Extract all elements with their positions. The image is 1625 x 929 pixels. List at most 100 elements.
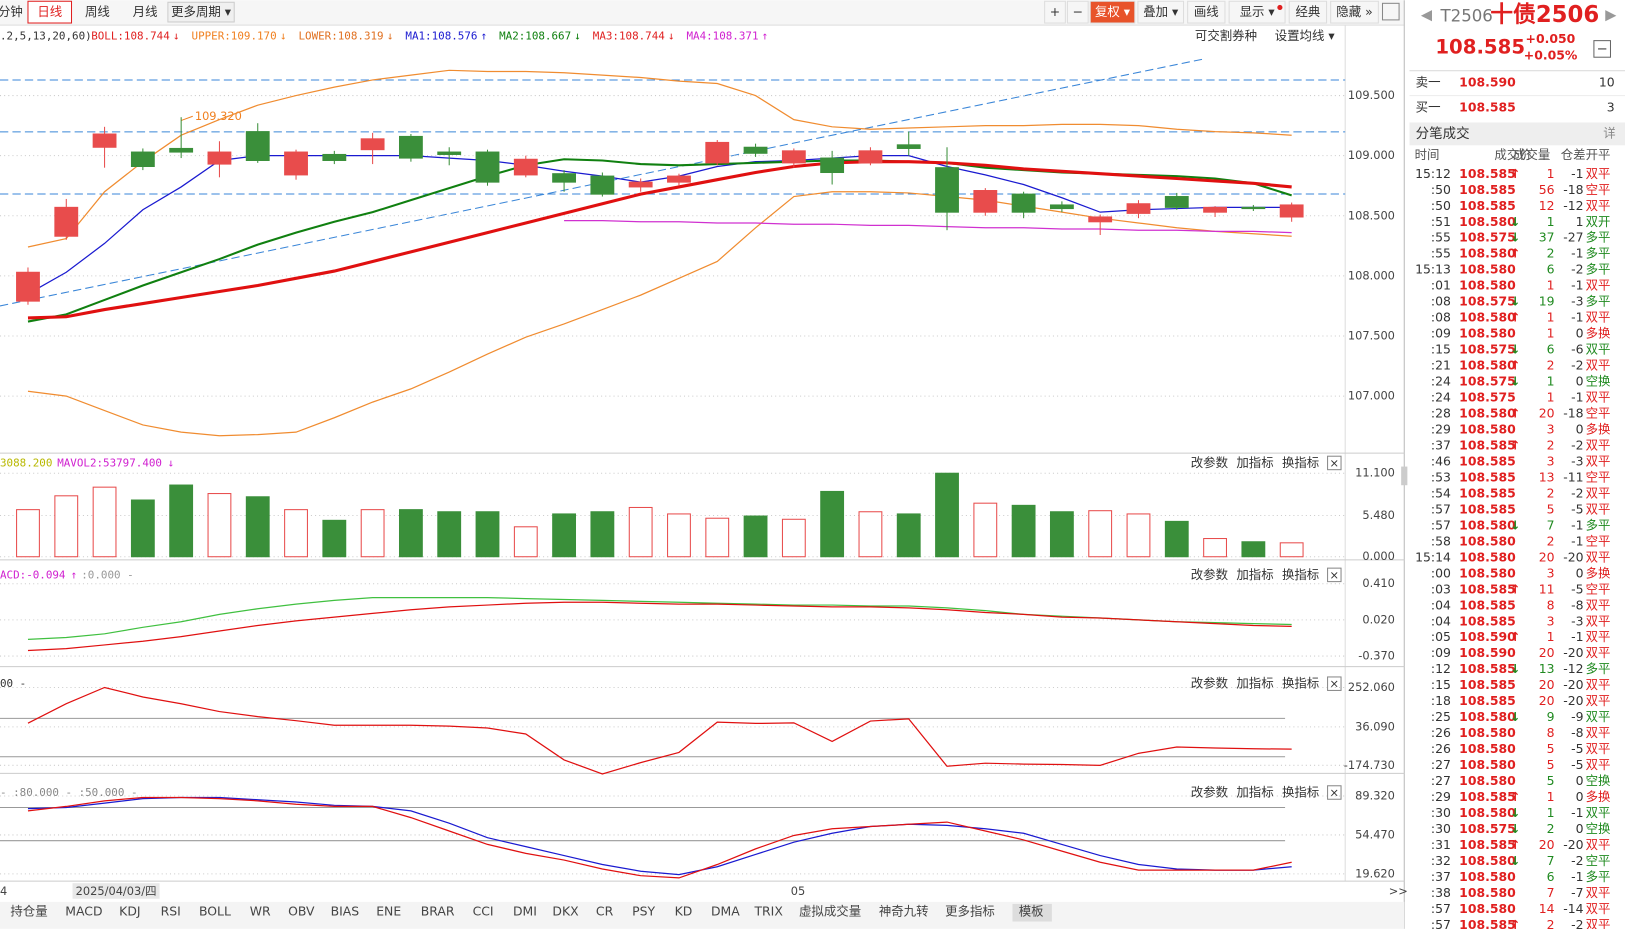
panel-close[interactable]: × bbox=[1330, 786, 1340, 800]
button[interactable]: 设置均线 ▾ bbox=[1275, 28, 1336, 43]
panel-button[interactable]: 换指标 bbox=[1282, 455, 1319, 470]
candle-body bbox=[1126, 203, 1151, 214]
tool-button[interactable]: 显示 ▾ bbox=[1240, 4, 1276, 19]
tool-button[interactable]: 隐藏 » bbox=[1336, 4, 1372, 19]
trade-oi-diff: -1 bbox=[1571, 278, 1583, 293]
candle-body bbox=[628, 181, 653, 188]
panel-close[interactable]: × bbox=[1330, 677, 1340, 691]
candle-body bbox=[1203, 206, 1227, 213]
indicator-tab[interactable]: WR bbox=[250, 904, 271, 919]
prev-icon[interactable]: ◀ bbox=[1421, 8, 1433, 24]
panel-button[interactable]: 加指标 bbox=[1236, 785, 1273, 800]
indicator-tab[interactable]: BIAS bbox=[331, 904, 360, 919]
panel-button[interactable]: 改参数 bbox=[1191, 785, 1229, 800]
period-tab[interactable]: 周线 bbox=[85, 4, 110, 19]
trade-time: 15:12 bbox=[1415, 166, 1451, 181]
indicator-tab[interactable]: CR bbox=[596, 904, 614, 919]
trade-volume: 7 bbox=[1547, 885, 1555, 900]
tool-button[interactable]: − bbox=[1073, 4, 1083, 19]
trade-type: 双平 bbox=[1586, 613, 1611, 628]
trade-type: 多平 bbox=[1586, 262, 1611, 277]
panel-button[interactable]: 改参数 bbox=[1191, 676, 1229, 691]
panel-button[interactable]: 加指标 bbox=[1236, 455, 1273, 470]
detail-button[interactable]: 详 bbox=[1603, 125, 1615, 140]
trade-type: 双平 bbox=[1586, 693, 1611, 708]
indicator-tab[interactable]: DMA bbox=[711, 904, 740, 919]
trade-type: 多平 bbox=[1586, 246, 1611, 261]
tool-button[interactable]: 复权 ▾ bbox=[1095, 4, 1131, 19]
panel-button[interactable]: 换指标 bbox=[1282, 567, 1319, 582]
indicator-tab[interactable]: RSI bbox=[161, 904, 181, 919]
indicator-tab[interactable]: 更多指标 bbox=[945, 904, 995, 919]
trade-oi-diff: 0 bbox=[1576, 565, 1584, 580]
indicator-tab[interactable]: KD bbox=[675, 904, 693, 919]
trade-volume: 20 bbox=[1539, 406, 1555, 421]
indicator-tab[interactable]: TRIX bbox=[753, 904, 783, 919]
volume-bar bbox=[360, 509, 385, 558]
scroll-more[interactable]: >> bbox=[1389, 884, 1408, 898]
trade-arrow: ↓ bbox=[1510, 805, 1520, 820]
indicator-tab[interactable]: ENE bbox=[376, 904, 401, 919]
indicator-tab[interactable]: BRAR bbox=[421, 904, 455, 919]
trade-type: 双平 bbox=[1586, 358, 1611, 373]
trade-volume: 6 bbox=[1547, 342, 1555, 357]
indicator-tab[interactable]: PSY bbox=[632, 904, 655, 919]
tool-button[interactable]: 画线 bbox=[1194, 4, 1219, 19]
trade-oi-diff: -8 bbox=[1571, 597, 1583, 612]
panel-close[interactable]: × bbox=[1330, 568, 1340, 582]
indicator-tab[interactable]: DMI bbox=[513, 904, 537, 919]
indicator-tab[interactable]: BOLL bbox=[199, 904, 231, 919]
last-price: 108.585 bbox=[1435, 35, 1525, 58]
trade-time: :12 bbox=[1431, 661, 1451, 676]
trade-type: 空换 bbox=[1586, 821, 1611, 836]
panel-button[interactable]: 改参数 bbox=[1191, 567, 1229, 582]
volume-bar bbox=[705, 517, 730, 558]
trade-type: 双平 bbox=[1586, 885, 1611, 900]
indicator-tab[interactable]: 持仓量 bbox=[10, 904, 47, 919]
indicator-arrow: ↑ bbox=[480, 29, 487, 42]
collapse-handle[interactable] bbox=[1401, 466, 1408, 486]
indicator-tab[interactable]: 神奇九转 bbox=[879, 904, 929, 919]
trade-time: :04 bbox=[1431, 613, 1451, 628]
period-tab[interactable]: 日线 bbox=[37, 4, 62, 19]
trade-price: 108.575 bbox=[1459, 294, 1516, 309]
minimize-button[interactable] bbox=[1593, 40, 1612, 58]
candle-body bbox=[1279, 204, 1304, 218]
panel-button[interactable]: 加指标 bbox=[1236, 567, 1273, 582]
trade-oi-diff: -12 bbox=[1563, 198, 1583, 213]
panel-button[interactable]: 改参数 bbox=[1191, 455, 1229, 470]
panel-close[interactable]: × bbox=[1330, 456, 1340, 470]
indicator-tab[interactable]: DKX bbox=[552, 904, 579, 919]
indicator-tab[interactable]: CCI bbox=[473, 904, 494, 919]
button[interactable]: 可交割券种 bbox=[1195, 28, 1257, 43]
trade-price: 108.585 bbox=[1459, 198, 1516, 213]
panel-button[interactable]: 换指标 bbox=[1282, 676, 1319, 691]
trade-volume: 1 bbox=[1547, 789, 1555, 804]
indicator-tab[interactable]: MACD bbox=[65, 904, 102, 919]
tool-button[interactable]: 经典 bbox=[1295, 4, 1320, 19]
panel-button[interactable]: 换指标 bbox=[1282, 785, 1319, 800]
indicator-tab[interactable]: KDJ bbox=[119, 904, 140, 919]
indicator-tab[interactable]: 模板 bbox=[1019, 904, 1044, 919]
trade-arrow: ↑ bbox=[1510, 629, 1520, 644]
period-tab[interactable]: 月线 bbox=[133, 4, 158, 19]
tool-button[interactable]: 叠加 ▾ bbox=[1143, 4, 1179, 19]
expand-button[interactable] bbox=[1381, 2, 1400, 21]
indicator-tab[interactable]: 虚拟成交量 bbox=[799, 904, 861, 919]
table-header: 开平 bbox=[1586, 147, 1611, 162]
tool-button-bg bbox=[1228, 0, 1286, 24]
period-tab[interactable]: 分钟 bbox=[0, 4, 23, 19]
period-tab[interactable]: 更多周期 ▾ bbox=[171, 4, 232, 19]
y-tick-label: 109.000 bbox=[1348, 148, 1395, 162]
panel-button[interactable]: 加指标 bbox=[1236, 676, 1273, 691]
indicator-tab[interactable]: OBV bbox=[288, 904, 315, 919]
trade-arrow: ↑ bbox=[1510, 358, 1520, 373]
trade-time: :25 bbox=[1431, 709, 1451, 724]
tool-button[interactable]: + bbox=[1050, 4, 1060, 19]
trade-time: :30 bbox=[1431, 821, 1451, 836]
trade-oi-diff: -2 bbox=[1571, 485, 1583, 500]
volume-bar bbox=[552, 513, 577, 558]
next-icon[interactable]: ▶ bbox=[1605, 8, 1617, 24]
price-annotation: 109.320 bbox=[195, 109, 242, 123]
trade-oi-diff: -1 bbox=[1571, 805, 1583, 820]
